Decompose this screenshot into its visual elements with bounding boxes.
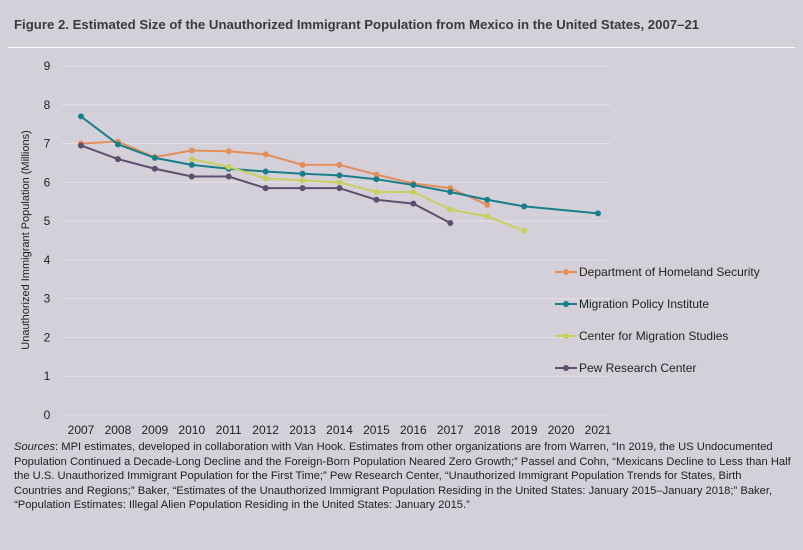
data-point	[225, 173, 232, 180]
sources-note: Sources: MPI estimates, developed in col…	[14, 440, 792, 513]
y-axis-ticks: 0 1 2 3 4 5 6 7 8 9	[44, 59, 51, 422]
data-point	[188, 173, 195, 180]
data-point	[410, 189, 417, 196]
data-point	[373, 171, 380, 178]
data-point	[521, 203, 528, 210]
x-axis-ticks: 2007 2008 2009 2010 2011 2012 2013 2014 2015 2016…	[68, 423, 612, 437]
y-tick-label: 8	[44, 98, 51, 112]
data-point	[447, 189, 454, 196]
data-point	[262, 168, 269, 175]
data-point	[299, 170, 306, 177]
legend-entry: Center for Migration Studies	[555, 329, 728, 343]
data-point	[299, 177, 306, 184]
data-point	[262, 175, 269, 182]
sources-text: : MPI estimates, developed in collaborat…	[14, 441, 791, 512]
legend-label: Center for Migration Studies	[579, 329, 728, 343]
data-point	[336, 185, 343, 192]
x-tick-label: 2020	[548, 423, 575, 437]
legend-label: Pew Research Center	[579, 361, 696, 375]
data-point	[114, 141, 121, 148]
series-line	[191, 158, 525, 232]
data-point	[410, 182, 417, 189]
y-tick-label: 6	[44, 175, 51, 189]
data-point	[188, 161, 195, 168]
series-line	[80, 115, 599, 215]
legend-label: Department of Homeland Security	[579, 265, 760, 279]
gridlines	[62, 65, 610, 416]
chart-title: Figure 2. Estimated Size of the Unauthor…	[14, 17, 700, 32]
x-tick-label: 2012	[252, 423, 279, 437]
data-point	[78, 142, 84, 149]
y-tick-label: 7	[44, 137, 51, 151]
sources-label: Sources	[14, 441, 56, 453]
x-tick-label: 2009	[142, 423, 169, 437]
y-tick-label: 1	[44, 369, 51, 383]
data-point	[373, 189, 380, 196]
y-axis-label: Unauthorized Immigrant Population (Milli…	[20, 130, 32, 349]
series-3	[78, 142, 454, 227]
data-point	[373, 196, 380, 203]
x-tick-label: 2015	[363, 423, 390, 437]
data-point	[373, 176, 380, 183]
data-point	[78, 113, 84, 120]
legend-entry: Migration Policy Institute	[555, 297, 709, 311]
x-tick-label: 2011	[216, 423, 242, 437]
data-point	[262, 151, 269, 158]
y-tick-label: 2	[44, 330, 51, 344]
x-tick-label: 2021	[585, 423, 612, 437]
title-divider	[8, 47, 795, 48]
x-tick-label: 2007	[68, 423, 95, 437]
data-point	[484, 213, 491, 220]
data-point	[447, 206, 454, 213]
data-point	[484, 196, 491, 203]
data-point	[299, 185, 306, 192]
series-line	[80, 140, 488, 206]
data-point	[188, 147, 195, 154]
x-tick-label: 2016	[400, 423, 427, 437]
legend-entry: Pew Research Center	[555, 361, 696, 375]
y-tick-label: 3	[44, 292, 51, 306]
data-point	[225, 148, 232, 155]
legend: Department of Homeland Security Migration…	[555, 265, 760, 375]
data-point	[151, 165, 158, 172]
data-point	[595, 210, 601, 217]
x-tick-label: 2010	[178, 423, 205, 437]
data-point	[484, 201, 491, 208]
legend-entry: Department of Homeland Security	[555, 265, 760, 279]
x-tick-label: 2013	[289, 423, 316, 437]
data-point	[410, 200, 417, 207]
legend-swatch-marker	[563, 301, 569, 307]
y-tick-label: 4	[44, 253, 51, 267]
legend-swatch-marker	[563, 269, 569, 275]
legend-swatch-marker	[563, 333, 569, 339]
data-point	[447, 220, 454, 227]
data-point	[336, 172, 343, 179]
data-point	[225, 163, 232, 170]
y-tick-label: 9	[44, 59, 51, 73]
legend-swatch-marker	[563, 365, 569, 371]
data-point	[262, 185, 269, 192]
series-lines	[78, 113, 601, 234]
data-point	[336, 179, 343, 186]
legend-label: Migration Policy Institute	[579, 297, 709, 311]
data-point	[299, 161, 306, 168]
x-tick-label: 2008	[105, 423, 132, 437]
data-point	[336, 161, 343, 168]
x-tick-label: 2014	[326, 423, 353, 437]
y-tick-label: 5	[44, 214, 51, 228]
data-point	[114, 156, 121, 163]
x-tick-label: 2019	[511, 423, 538, 437]
series-2	[188, 156, 528, 234]
data-point	[151, 154, 158, 161]
data-point	[521, 227, 528, 234]
x-tick-label: 2018	[474, 423, 501, 437]
data-point	[188, 156, 195, 163]
x-tick-label: 2017	[437, 423, 464, 437]
y-tick-label: 0	[44, 408, 51, 422]
